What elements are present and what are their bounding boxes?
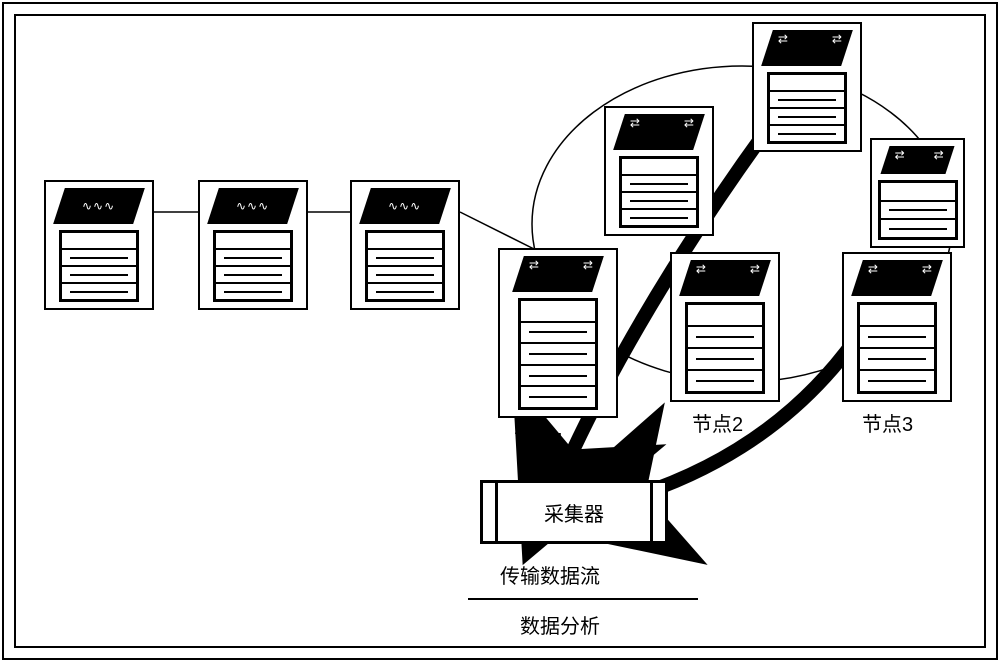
flow-caption: 传输数据流 xyxy=(500,560,600,589)
rack-icon xyxy=(365,230,445,302)
switch-icon xyxy=(761,30,853,66)
switch-icon xyxy=(613,114,705,150)
left-node-3: ∿∿∿ xyxy=(350,180,460,310)
ring-node-1 xyxy=(498,248,618,418)
rack-icon xyxy=(767,72,847,144)
rack-icon xyxy=(518,298,598,410)
modem-icon: ∿∿∿ xyxy=(207,188,299,224)
rack-icon xyxy=(857,302,937,394)
rack-icon xyxy=(213,230,293,302)
divider-line xyxy=(468,598,698,600)
switch-icon xyxy=(679,260,771,296)
modem-icon: ∿∿∿ xyxy=(53,188,145,224)
rack-icon xyxy=(878,180,958,240)
switch-icon xyxy=(851,260,943,296)
ring-node-3 xyxy=(842,252,952,402)
rack-icon xyxy=(685,302,765,394)
ring-right-node xyxy=(870,138,965,248)
left-node-1: ∿∿∿ xyxy=(44,180,154,310)
ring-top-node xyxy=(752,22,862,152)
ring-upleft-node xyxy=(604,106,714,236)
collector-label: 采集器 xyxy=(544,498,604,527)
node3-label: 节点3 xyxy=(862,408,913,437)
ring-node-2 xyxy=(670,252,780,402)
analysis-caption: 数据分析 xyxy=(520,610,600,639)
switch-icon xyxy=(512,256,604,292)
collector-box: 采集器 xyxy=(480,480,668,544)
rack-icon xyxy=(619,156,699,228)
node1-label: 节点1 xyxy=(514,424,565,453)
rack-icon xyxy=(59,230,139,302)
switch-icon xyxy=(880,146,954,174)
node2-label: 节点2 xyxy=(692,408,743,437)
left-node-2: ∿∿∿ xyxy=(198,180,308,310)
modem-icon: ∿∿∿ xyxy=(359,188,451,224)
